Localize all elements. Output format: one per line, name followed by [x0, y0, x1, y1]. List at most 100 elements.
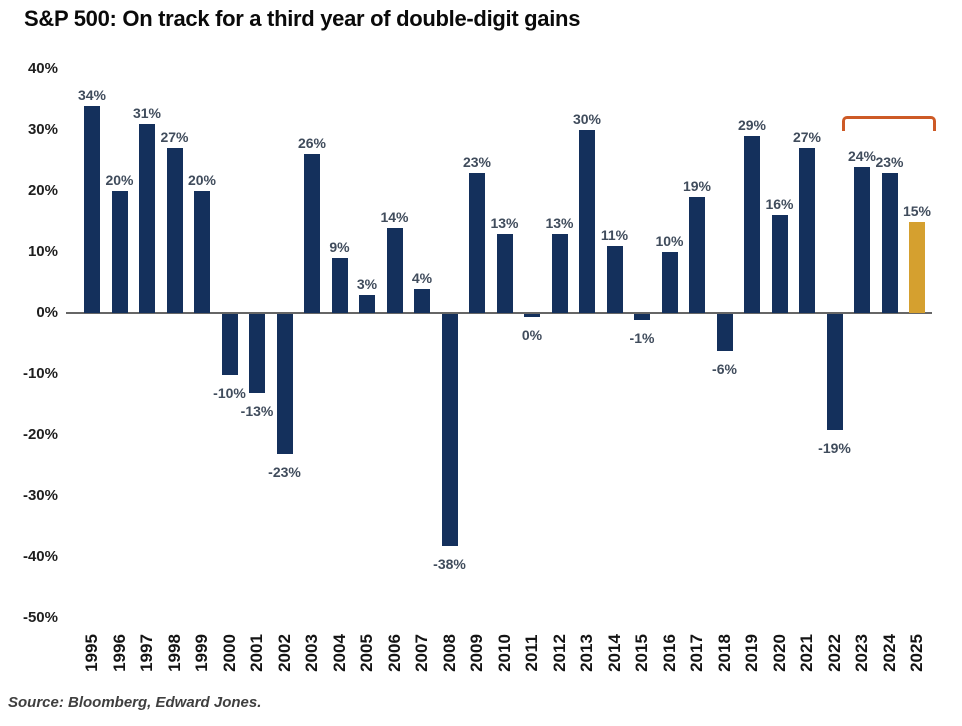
bar-value-label-2018: -6% — [712, 360, 737, 377]
x-tick-2006: 2006 — [384, 634, 404, 672]
y-tick--50pct: -50% — [22, 609, 58, 626]
bar-value-label-2024: 23% — [875, 153, 904, 170]
x-tick-1997: 1997 — [137, 634, 156, 672]
bar-2013 — [579, 130, 595, 313]
bar-value-label-1997: 31% — [132, 104, 162, 121]
x-tick-2000: 2000 — [219, 634, 239, 672]
bar-2022 — [826, 314, 843, 430]
x-tick-2019: 2019 — [742, 634, 761, 672]
bar-value-label-2005: 3% — [356, 275, 378, 292]
bar-2004 — [331, 258, 348, 313]
y-tick-30pct: 30% — [27, 121, 58, 138]
bar-value-label-2013: 30% — [572, 111, 602, 127]
bar-2001 — [249, 314, 265, 394]
bar-value-label-2004: 9% — [329, 239, 350, 256]
bar-2008 — [441, 314, 458, 546]
bar-2024 — [881, 172, 898, 313]
y-tick-10pct: 10% — [27, 243, 58, 260]
bar-2011 — [524, 314, 540, 317]
bar-2020 — [771, 215, 788, 313]
x-tick-2004: 2004 — [329, 634, 349, 672]
x-tick-2024: 2024 — [879, 634, 899, 672]
bar-value-label-2007: 4% — [411, 269, 433, 286]
x-tick-2015: 2015 — [632, 634, 651, 672]
x-tick-2003: 2003 — [302, 634, 321, 672]
bar-2025 — [909, 221, 925, 313]
x-tick-2018: 2018 — [714, 634, 734, 672]
bar-value-label-2003: 26% — [297, 135, 327, 152]
bar-value-label-1996: 20% — [105, 172, 134, 188]
bar-value-label-2019: 29% — [737, 117, 767, 134]
bar-value-label-2009: 23% — [462, 153, 492, 170]
bar-value-label-2016: 10% — [655, 233, 684, 249]
bar-2016 — [661, 252, 678, 313]
bar-value-label-1999: 20% — [187, 172, 217, 188]
bar-value-label-2006: 14% — [380, 208, 409, 225]
bar-2002 — [276, 314, 293, 455]
y-tick--30pct: -30% — [22, 487, 58, 504]
bar-value-label-2000: -10% — [213, 385, 246, 401]
chart-title: S&P 500: On track for a third year of do… — [24, 6, 581, 31]
bar-2000 — [221, 314, 238, 375]
bar-1995 — [84, 105, 100, 313]
bar-value-label-2010: 13% — [490, 214, 519, 231]
y-tick-20pct: 20% — [27, 182, 58, 199]
x-tick-1995: 1995 — [82, 634, 101, 672]
bar-value-label-1998: 27% — [160, 129, 189, 146]
x-tick-2021: 2021 — [797, 634, 816, 672]
bar-value-label-2025: 15% — [902, 202, 932, 219]
bar-2023 — [854, 166, 870, 313]
x-tick-2005: 2005 — [357, 634, 376, 672]
bar-1998 — [166, 148, 183, 313]
y-tick--20pct: -20% — [22, 426, 58, 443]
x-tick-2023: 2023 — [852, 634, 871, 672]
x-tick-2020: 2020 — [769, 634, 789, 672]
bar-value-label-2012: 13% — [545, 214, 574, 231]
bar-2014 — [606, 245, 623, 313]
x-tick-2008: 2008 — [439, 634, 459, 672]
x-tick-1998: 1998 — [164, 634, 184, 672]
x-tick-1999: 1999 — [192, 634, 211, 672]
bar-2005 — [359, 294, 375, 313]
x-tick-2011: 2011 — [522, 634, 541, 672]
bar-2006 — [386, 227, 403, 313]
bar-value-label-2017: 19% — [682, 178, 712, 195]
bar-value-label-2011: 0% — [521, 327, 543, 343]
x-tick-2016: 2016 — [659, 634, 679, 672]
x-tick-2002: 2002 — [274, 634, 294, 672]
source-note: Source: Bloomberg, Edward Jones. — [8, 694, 262, 711]
bar-value-label-2001: -13% — [240, 403, 274, 420]
bar-2019 — [744, 136, 760, 313]
bar-2003 — [304, 154, 320, 313]
bar-value-label-2002: -23% — [268, 464, 301, 481]
bar-value-label-2008: -38% — [433, 555, 466, 572]
y-tick--40pct: -40% — [22, 548, 58, 565]
bar-2012 — [551, 233, 568, 313]
x-tick-2014: 2014 — [604, 634, 624, 672]
x-tick-2022: 2022 — [824, 634, 844, 672]
bar-1997 — [139, 123, 155, 313]
x-tick-2010: 2010 — [494, 634, 514, 672]
y-tick--10pct: -10% — [22, 365, 58, 382]
bar-value-label-1995: 34% — [77, 86, 107, 103]
x-tick-2025: 2025 — [907, 634, 926, 672]
forecast-bracket — [842, 116, 936, 131]
bar-value-label-2015: -1% — [629, 330, 655, 347]
bar-value-label-2022: -19% — [818, 439, 851, 456]
x-tick-2009: 2009 — [467, 634, 486, 672]
bar-2015 — [634, 314, 650, 321]
y-tick-40pct: 40% — [27, 60, 58, 77]
y-tick-0pct: 0% — [36, 304, 58, 321]
bar-value-label-2020: 16% — [765, 196, 794, 213]
x-tick-1996: 1996 — [109, 634, 129, 672]
x-tick-2017: 2017 — [687, 634, 706, 672]
x-tick-2001: 2001 — [247, 634, 266, 672]
x-tick-2007: 2007 — [412, 634, 431, 672]
bar-2017 — [689, 197, 705, 313]
bar-2021 — [799, 148, 815, 313]
bar-value-label-2021: 27% — [792, 129, 822, 146]
bar-2007 — [414, 288, 430, 313]
x-tick-2013: 2013 — [577, 634, 596, 672]
